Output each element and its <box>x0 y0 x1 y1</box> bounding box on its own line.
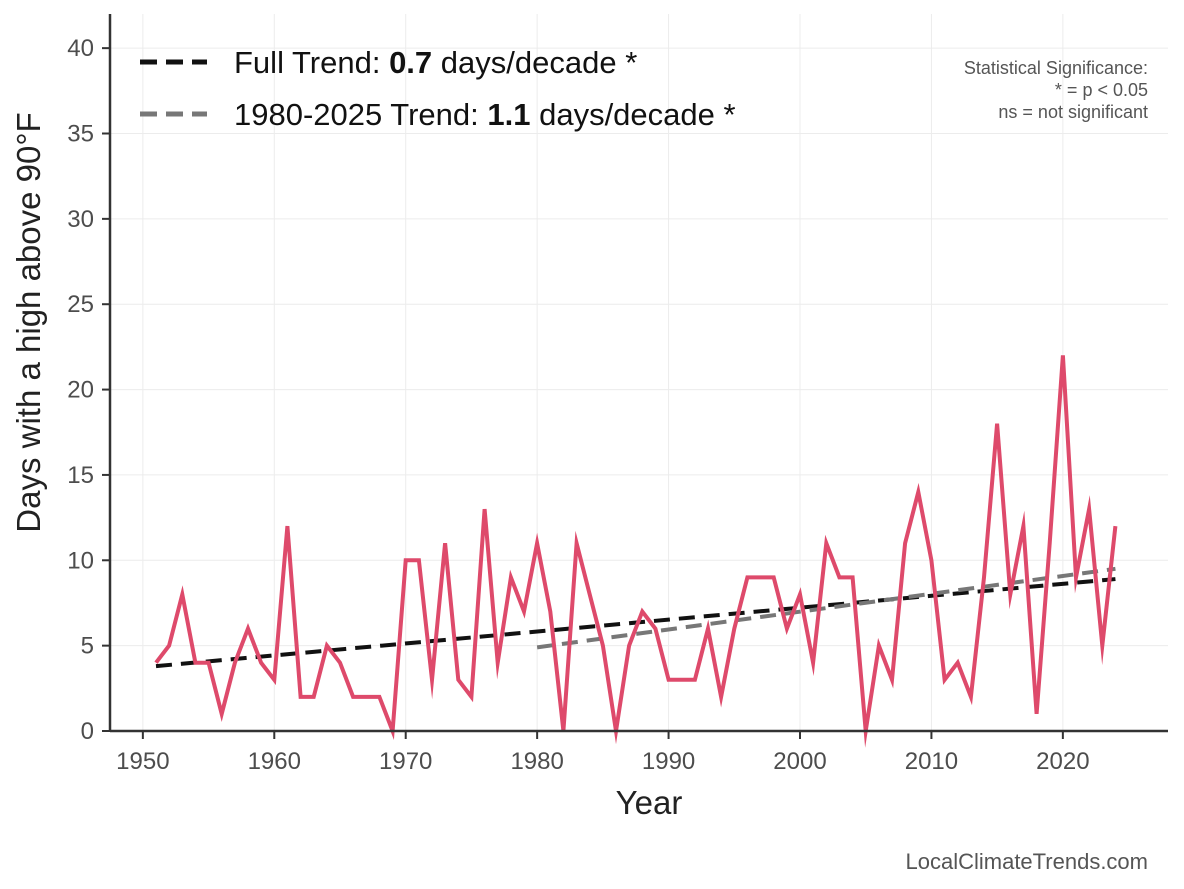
y-tick-label: 30 <box>67 206 94 233</box>
legend-rate-value: 0.7 <box>389 45 432 80</box>
legend-entry: Full Trend: 0.7 days/decade * <box>234 45 637 80</box>
x-tick-label: 2000 <box>773 748 826 775</box>
x-tick-label: 1970 <box>379 748 432 775</box>
x-tick-label: 1960 <box>248 748 301 775</box>
y-tick-label: 40 <box>67 35 94 62</box>
y-tick-label: 20 <box>67 377 94 404</box>
x-tick-label: 1990 <box>642 748 695 775</box>
y-tick-label: 15 <box>67 462 94 489</box>
axes: 0 5 10 15 20 25 30 35 40 1950 1960 1970 1980 1990 2000… <box>10 14 1168 821</box>
credit-text: LocalClimateTrends.com <box>906 849 1149 874</box>
grid <box>110 14 1168 732</box>
y-axis-title: Days with a high above 90°F <box>10 112 47 532</box>
legend-unit: days/decade * <box>530 97 735 132</box>
significance-line: Statistical Significance: <box>964 58 1148 78</box>
x-tick-label: 2010 <box>905 748 958 775</box>
legend-label: Full Trend: <box>234 45 389 80</box>
legend-rate-value: 1.1 <box>487 97 530 132</box>
data-series-line <box>154 355 1118 748</box>
y-tick-label: 0 <box>81 718 94 745</box>
x-tick-label: 2020 <box>1036 748 1089 775</box>
y-tick-label: 25 <box>67 291 94 318</box>
significance-line: ns = not significant <box>998 102 1148 122</box>
x-tick-label: 1950 <box>116 748 169 775</box>
legend: Full Trend: 0.7 days/decade *1980-2025 T… <box>140 45 736 132</box>
y-tick-label: 35 <box>67 121 94 148</box>
legend-entry: 1980-2025 Trend: 1.1 days/decade * <box>234 97 736 132</box>
y-tick-label: 5 <box>81 633 94 660</box>
x-tick-label: 1980 <box>510 748 563 775</box>
legend-unit: days/decade * <box>432 45 637 80</box>
x-axis-title: Year <box>616 784 683 821</box>
legend-label: 1980-2025 Trend: <box>234 97 487 132</box>
recent-trend-line <box>536 566 1116 650</box>
full-trend-line <box>155 577 1116 669</box>
series-layer <box>154 355 1118 748</box>
y-tick-label: 10 <box>67 547 94 574</box>
significance-line: * = p < 0.05 <box>1055 80 1148 100</box>
significance-note: Statistical Significance:* = p < 0.05ns … <box>906 58 1149 874</box>
